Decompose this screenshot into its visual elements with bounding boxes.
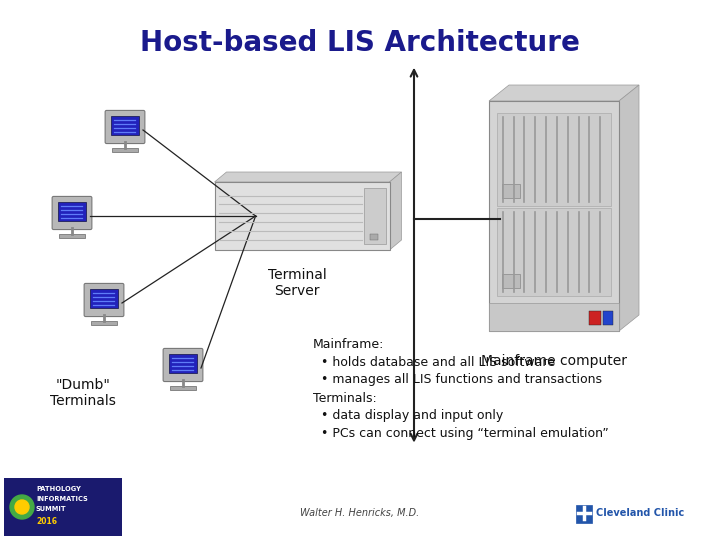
- Text: "Dumb"
Terminals: "Dumb" Terminals: [50, 378, 116, 408]
- Text: • data display and input only: • data display and input only: [313, 409, 503, 422]
- Bar: [215, 182, 390, 250]
- Bar: [497, 113, 611, 206]
- Text: PATHOLOGY: PATHOLOGY: [36, 486, 81, 492]
- Bar: [497, 208, 611, 296]
- Text: • PCs can connect using “terminal emulation”: • PCs can connect using “terminal emulat…: [313, 428, 609, 441]
- Circle shape: [15, 500, 29, 514]
- Text: INFORMATICS: INFORMATICS: [36, 496, 88, 502]
- Text: • holds database and all LIS software: • holds database and all LIS software: [313, 355, 555, 368]
- Circle shape: [10, 495, 34, 519]
- Polygon shape: [215, 172, 402, 182]
- Bar: [58, 202, 86, 221]
- Bar: [576, 505, 592, 523]
- Text: Cleveland Clinic: Cleveland Clinic: [596, 508, 684, 518]
- Bar: [170, 386, 196, 390]
- Bar: [589, 311, 601, 325]
- Bar: [90, 289, 117, 308]
- Text: Walter H. Henricks, M.D.: Walter H. Henricks, M.D.: [300, 508, 420, 518]
- Text: 2016: 2016: [36, 517, 57, 526]
- Bar: [603, 311, 613, 325]
- FancyBboxPatch shape: [163, 348, 203, 382]
- FancyBboxPatch shape: [52, 197, 92, 230]
- FancyBboxPatch shape: [84, 284, 124, 316]
- Bar: [489, 101, 619, 331]
- Polygon shape: [489, 85, 639, 101]
- Bar: [502, 184, 520, 198]
- Bar: [364, 188, 385, 244]
- Text: Terminal
Server: Terminal Server: [268, 268, 326, 298]
- Bar: [4, 478, 122, 536]
- Text: • manages all LIS functions and transactions: • manages all LIS functions and transact…: [313, 374, 602, 387]
- Text: SUMMIT: SUMMIT: [36, 506, 67, 512]
- Text: Host-based LIS Architecture: Host-based LIS Architecture: [140, 29, 580, 57]
- Bar: [91, 321, 117, 325]
- Text: Mainframe:: Mainframe:: [313, 338, 384, 350]
- Bar: [169, 354, 197, 374]
- FancyBboxPatch shape: [105, 110, 145, 144]
- Polygon shape: [619, 85, 639, 331]
- Bar: [112, 148, 138, 152]
- Bar: [59, 234, 85, 238]
- Text: Mainframe computer: Mainframe computer: [481, 354, 627, 368]
- Bar: [502, 274, 520, 288]
- Polygon shape: [390, 172, 402, 250]
- Bar: [112, 116, 139, 136]
- Bar: [489, 303, 619, 331]
- Text: Terminals:: Terminals:: [313, 392, 377, 404]
- Bar: [369, 234, 377, 240]
